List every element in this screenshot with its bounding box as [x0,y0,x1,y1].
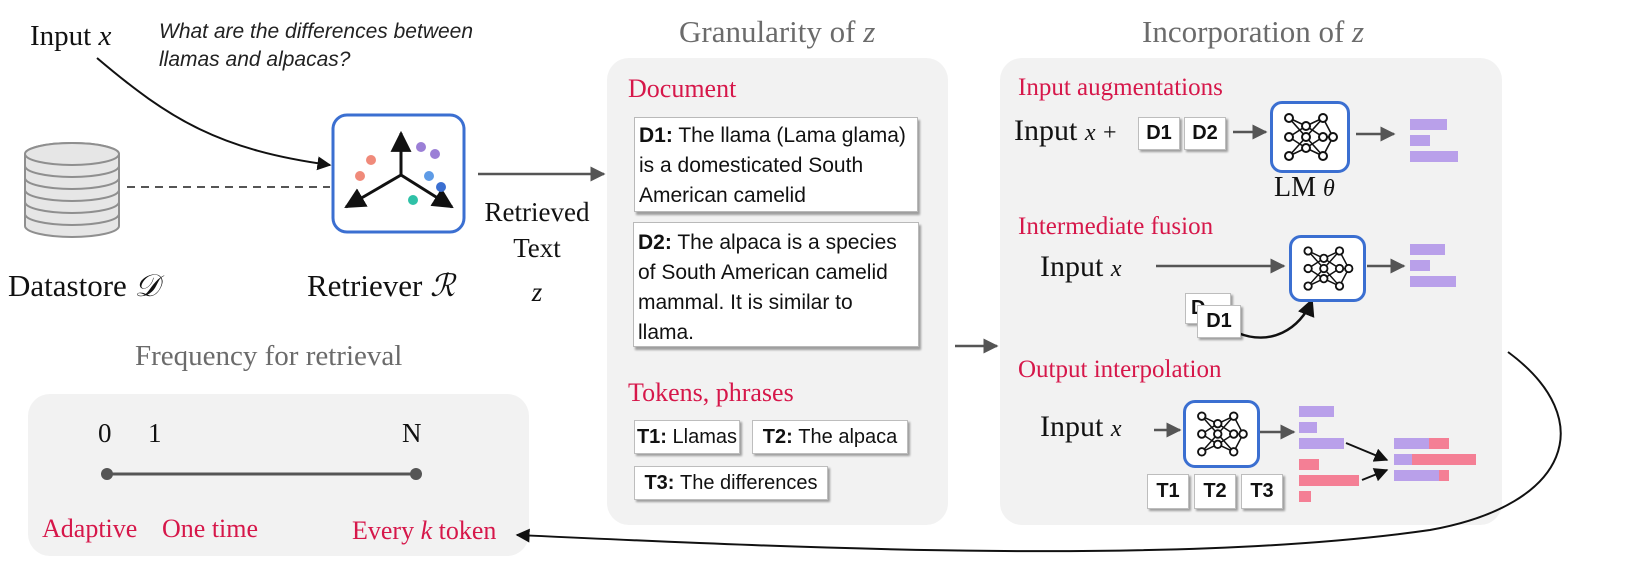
out-lm-bars [1299,406,1344,449]
label-one-time: One time [162,514,259,543]
incorporation-title: Incorporation of z [1142,14,1365,49]
out-purple-to-mix-arrow [1345,442,1389,462]
aug-chip-d1: D1 [1138,117,1180,150]
neural-network-icon [1197,411,1248,457]
out-chip-t2: T2 [1194,474,1236,509]
retriever-embedding-icon [344,130,454,209]
lm-box-output [1183,400,1260,468]
out-retrieval-bars [1299,459,1359,502]
retriever-label: Retriever ℛ [307,268,455,304]
tick-0: 0 [98,418,112,448]
input-to-retriever-arrow [96,57,332,171]
retriever-points [355,142,446,205]
inter-input-label: Input x [1040,250,1122,283]
aug-input-label: Input x + [1014,114,1117,147]
token-chip-t3: T3: The differences [634,466,828,500]
lm-theta-label: LM θ [1274,172,1335,203]
document-card-d1: D1: The llama (Lama glama) is a domestic… [634,117,918,212]
return-arrow-to-frequency [515,351,1562,553]
input-label: Input x [30,20,112,52]
datastore-icon [24,142,120,238]
output-interpolation-heading: Output interpolation [1018,356,1222,383]
retriever-box [331,113,466,234]
inter-output-bars [1410,244,1456,287]
out-interpolated-bars [1394,438,1476,481]
timeline-start-dot [101,468,113,480]
out-pink-to-mix-arrow [1361,468,1389,482]
token-chip-t2: T2: The alpaca [752,420,908,454]
lm-box-augmentation [1270,101,1350,173]
token-chip-t1: T1: Llamas [634,420,740,454]
aug-chip-d2: D2 [1184,117,1226,150]
timeline-end-dot [410,468,422,480]
out-chip-t1: T1 [1147,474,1189,509]
lm-box-intermediate [1289,235,1366,302]
out-chip-t3: T3 [1241,474,1283,509]
neural-network-icon [1303,246,1354,291]
frequency-title: Frequency for retrieval [135,340,403,372]
inter-chip-front: D1 [1197,305,1241,338]
label-every-k-token: Every k token [352,516,497,545]
aug-output-bars [1410,119,1458,162]
intermediate-fusion-heading: Intermediate fusion [1018,213,1214,240]
tick-1: 1 [148,418,162,448]
tokens-heading: Tokens, phrases [628,378,794,407]
inter-doc-to-lm-arrow [1237,298,1315,339]
document-heading: Document [628,74,737,103]
out-input-label: Input x [1040,410,1122,443]
label-adaptive: Adaptive [42,514,138,543]
example-question: What are the differences between llamas … [159,20,474,71]
datastore-label: Datastore 𝒟 [8,268,160,304]
input-augmentations-heading: Input augmentations [1018,74,1223,101]
document-card-d2: D2: The alpaca is a species of South Ame… [633,222,919,347]
tick-n: N [402,418,422,448]
retrieved-text-label: Retrieved Text z [484,197,590,307]
neural-network-icon [1284,113,1338,161]
granularity-title: Granularity of z [679,14,876,49]
